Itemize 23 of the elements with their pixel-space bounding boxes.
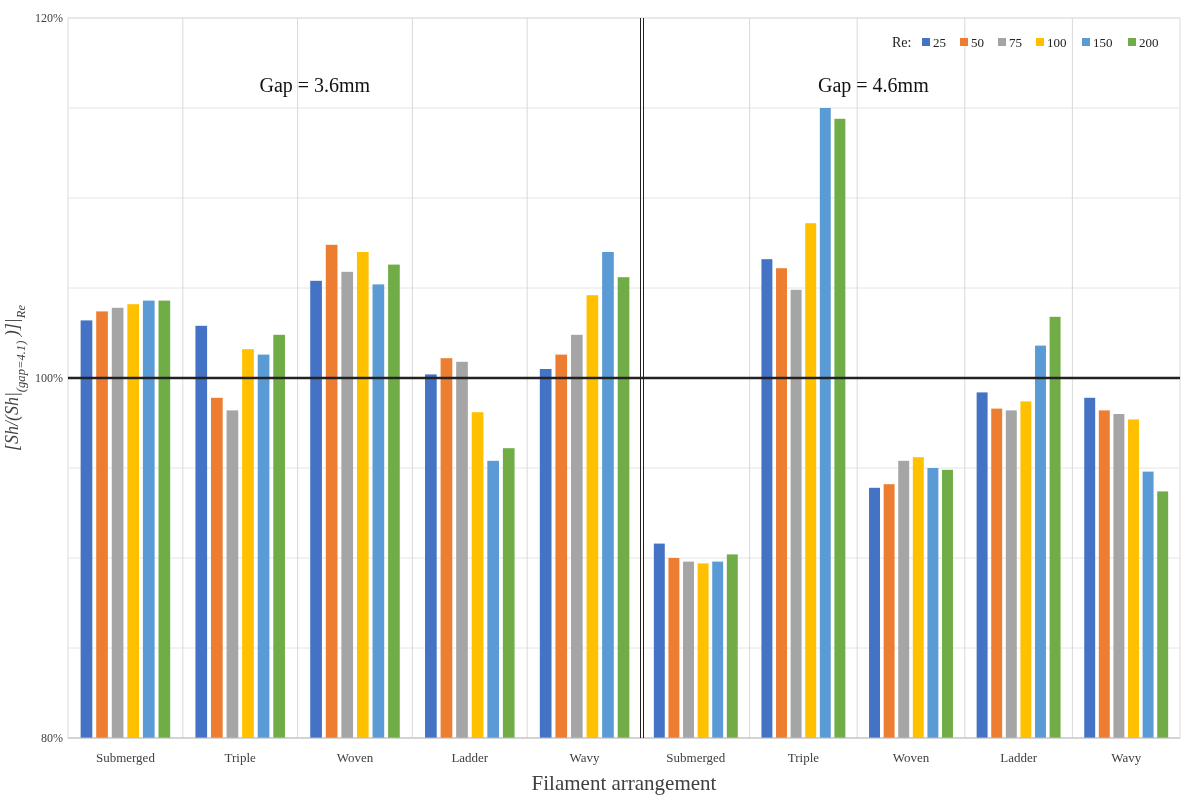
x-tick-label: Wavy [1111,750,1142,765]
y-tick-label: 100% [35,371,63,385]
legend-label: 75 [1009,35,1022,50]
x-tick-label: Submerged [666,750,726,765]
x-tick-label: Triple [787,750,820,765]
x-tick-label: Submerged [95,750,156,765]
legend-label: 200 [1139,35,1159,50]
legend-label: 100 [1047,35,1067,50]
x-tick-label: Ladder [451,750,489,765]
legend-label: 150 [1093,35,1113,50]
y-tick-label: 80% [41,731,63,745]
y-tick-label: 120% [35,11,63,25]
x-tick-label: Ladder [1000,750,1038,765]
x-tick-label: Wavy [569,750,601,765]
text: Gap = 3.6mm [259,74,371,97]
legend-title: Re: [892,35,912,50]
legend-label: 25 [933,35,946,50]
x-tick-label: Woven [892,750,930,765]
text: Gap = 4.6mm [817,74,930,97]
legend-label: 50 [971,35,984,50]
x-tick-label: Triple [224,750,257,765]
x-tick-label: Woven [336,750,374,765]
x-axis-title: Filament arrangement [531,771,717,795]
